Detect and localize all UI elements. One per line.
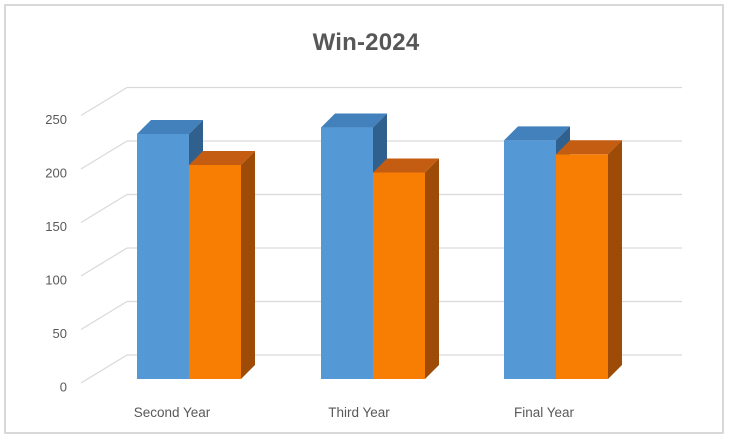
bar-front-face — [137, 133, 189, 379]
bar-front-face — [504, 140, 556, 379]
bar-front-face — [556, 154, 608, 379]
bar-side-face — [608, 140, 622, 379]
y-gridline-side-wall — [80, 354, 128, 384]
y-axis-tick-label: 0 — [60, 380, 67, 395]
x-axis-category-label: Third Year — [328, 405, 390, 420]
bar-series2-category3 — [556, 140, 622, 379]
bar-series2-category2 — [373, 158, 439, 379]
bar-front-face — [321, 127, 373, 379]
bar-top-face — [321, 113, 387, 128]
y-gridline-side-wall — [80, 247, 128, 277]
bar-top-face — [189, 151, 255, 165]
y-gridline-side-wall — [80, 193, 128, 224]
x-axis-category-label: Second Year — [134, 405, 211, 420]
bar-top-face — [556, 140, 622, 155]
bar-top-face — [504, 126, 570, 141]
y-gridline-side-wall — [80, 300, 128, 331]
x-axis-category-label: Final Year — [514, 405, 575, 420]
bar-front-face — [189, 165, 241, 379]
bar-side-face — [425, 158, 439, 379]
y-axis-tick-label: 100 — [45, 273, 67, 288]
bar-side-face — [241, 151, 255, 379]
chart-title: Win-2024 — [312, 29, 420, 56]
y-axis-tick-label: 200 — [45, 166, 67, 181]
bar-top-face — [137, 119, 203, 134]
bar-top-face — [373, 158, 439, 173]
y-axis-tick-label: 250 — [45, 112, 67, 127]
y-gridline-side-wall — [80, 86, 128, 117]
bar-front-face — [373, 172, 425, 379]
y-axis-tick-label: 150 — [45, 219, 67, 234]
y-axis-tick-label: 50 — [53, 326, 67, 341]
bar-series2-category1 — [189, 151, 255, 379]
y-gridline-side-wall — [80, 140, 128, 170]
